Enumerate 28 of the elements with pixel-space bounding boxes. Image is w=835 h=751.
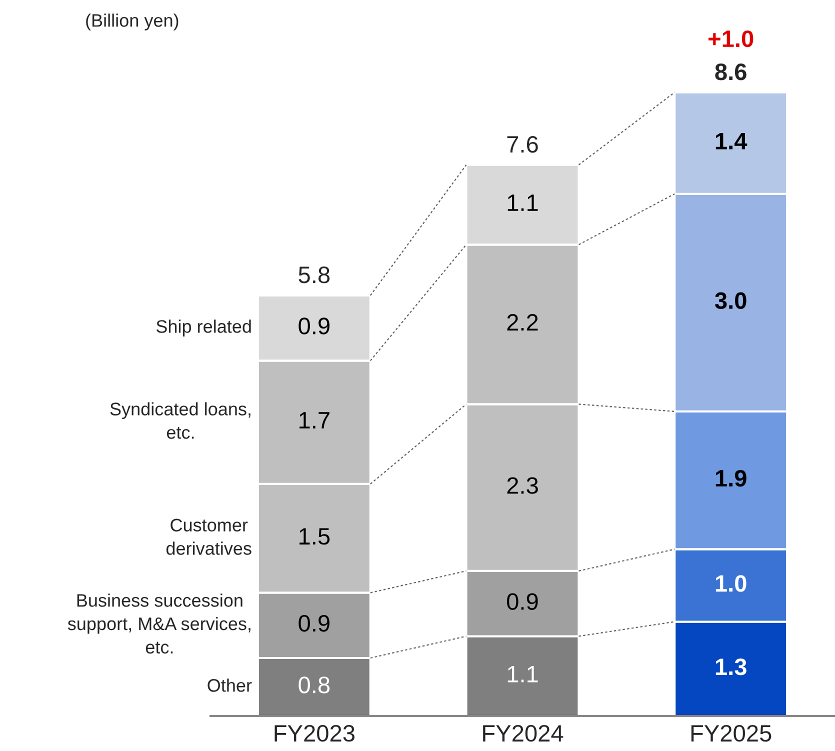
x-tick-label: FY2025 (691, 724, 772, 742)
data-label: 1.1 (508, 666, 538, 682)
data-label: 1.4 (716, 132, 748, 150)
data-label: 0.8 (298, 676, 330, 694)
series-label: Customer derivatives (166, 518, 252, 555)
total-label: 5.8 (298, 266, 330, 284)
data-label: 3.0 (714, 292, 746, 310)
total-label: 8.6 (715, 63, 746, 80)
data-label: 2.3 (507, 477, 538, 494)
series-label: Syndicated loans, etc. (110, 402, 250, 439)
data-label: 0.9 (298, 614, 330, 632)
data-label: 0.9 (507, 593, 538, 610)
x-tick-label: FY2024 (483, 724, 564, 742)
data-label: 0.9 (298, 318, 330, 334)
series-label: Other (208, 678, 252, 692)
text: (Billion yen) (86, 14, 178, 30)
data-label: 1.1 (508, 194, 538, 211)
total-label: 7.6 (507, 136, 538, 153)
data-label: 1.7 (300, 412, 330, 428)
data-label: 2.2 (507, 314, 538, 331)
series-label: Business succession support, M&A services, etc. (68, 594, 250, 654)
data-label: 1.5 (300, 528, 330, 545)
data-label: 1.0 (716, 575, 746, 592)
series-label: Ship related (156, 320, 251, 336)
data-label: 1.3 (716, 658, 746, 676)
annotation: +1.0 (708, 30, 754, 48)
data-label: 1.9 (716, 470, 746, 487)
x-tick-label: FY2023 (274, 724, 354, 742)
